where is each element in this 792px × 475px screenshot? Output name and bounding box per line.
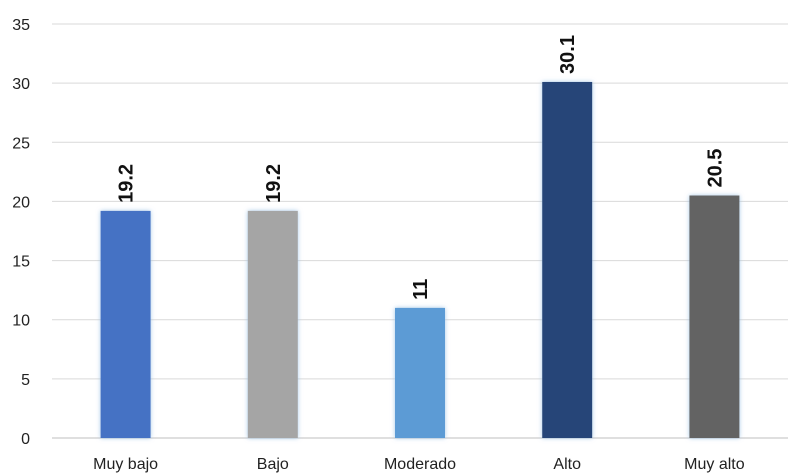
data-labels: 19.2 19.2 11 30.1 20.5 (116, 35, 727, 300)
y-tick-label: 10 (12, 313, 30, 330)
y-tick-label: 25 (12, 135, 30, 152)
data-label: 19.2 (263, 164, 285, 203)
y-tick-label: 20 (12, 194, 30, 211)
data-label: 30.1 (557, 35, 579, 74)
data-label: 19.2 (116, 164, 138, 203)
bar-muy-bajo (100, 210, 151, 438)
data-label: 11 (410, 279, 432, 300)
bar-moderado (395, 307, 445, 438)
x-tick-label: Bajo (257, 456, 289, 473)
x-tick-label: Muy alto (684, 456, 745, 473)
bar-alto (542, 81, 593, 439)
bars (100, 81, 740, 439)
y-tick-label: 30 (12, 76, 30, 93)
y-axis-tick-labels: 0 5 10 15 20 25 30 35 (12, 17, 30, 448)
bar-muy-alto (689, 195, 740, 438)
x-tick-label: Moderado (384, 456, 456, 473)
x-axis-tick-labels: Muy bajo Bajo Moderado Alto Muy alto (93, 456, 745, 473)
bar-bajo (247, 210, 298, 438)
y-tick-label: 5 (21, 372, 30, 389)
y-tick-label: 15 (12, 254, 30, 271)
x-tick-label: Muy bajo (93, 456, 158, 473)
data-label: 20.5 (704, 149, 726, 188)
y-tick-label: 35 (12, 17, 30, 34)
x-tick-label: Alto (553, 456, 581, 473)
y-tick-label: 0 (21, 431, 30, 448)
